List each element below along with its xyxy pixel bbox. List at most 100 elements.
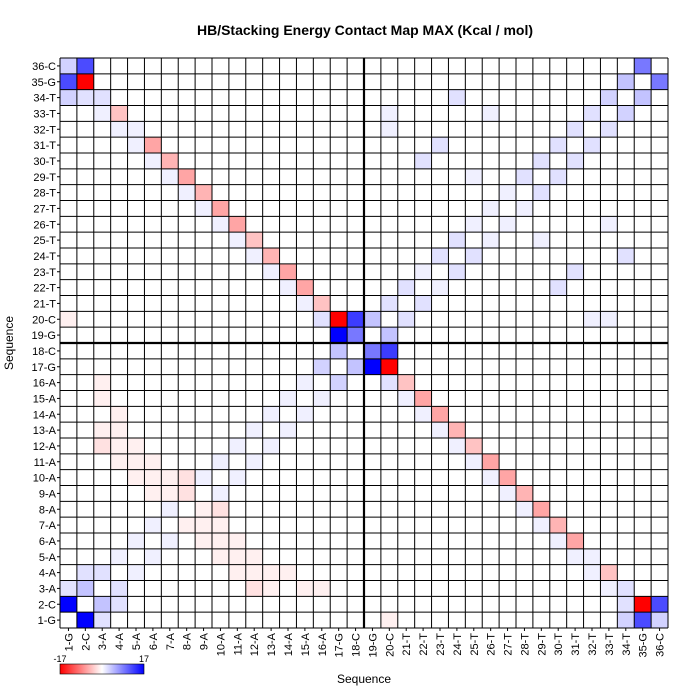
heatmap-cell [364,358,381,375]
x-tick-label: 32-T [587,633,599,656]
heatmap-cell [330,485,348,502]
heatmap-cell [296,580,314,597]
heatmap-cell [482,358,500,375]
heatmap-cell [212,438,229,454]
x-tick-label: 19-G [367,633,379,657]
heatmap-cell [583,564,601,581]
heatmap-cell [617,564,635,581]
heatmap-cell [499,612,516,628]
heatmap-cell [634,580,652,597]
heatmap-cell [397,137,415,153]
heatmap-cell [465,517,483,533]
heatmap-cell [397,580,415,597]
y-tick-label: 6-A [39,536,57,548]
heatmap-cell [228,438,246,454]
heatmap-cell [380,580,398,597]
heatmap-cell [482,485,500,502]
heatmap-cell [127,137,145,153]
x-tick-label: 7-A [165,632,177,650]
heatmap-cell [262,263,280,280]
heatmap-cell [583,263,601,280]
heatmap-cell [566,295,584,312]
heatmap-cell [330,89,348,106]
heatmap-cell [245,263,263,280]
heatmap-cell [212,358,229,375]
heatmap-cell [262,596,280,613]
x-tick-label: 28-T [519,633,531,656]
heatmap-cell [566,73,584,90]
heatmap-cell [144,469,162,486]
x-tick-label: 18-C [351,633,363,657]
colorbar-max-label: 17 [139,654,149,664]
heatmap-cell [600,612,618,628]
heatmap-cell [245,533,263,549]
heatmap-cell [76,580,94,597]
heatmap-cell [347,469,364,486]
heatmap-cell [212,295,229,312]
chart-title: HB/Stacking Energy Contact Map MAX (Kcal… [197,22,533,38]
heatmap-cell [228,327,246,343]
heatmap-cell [482,469,500,486]
heatmap-cell [600,438,618,454]
heatmap-cell [465,564,483,581]
heatmap-cell [296,485,314,502]
heatmap-cell [431,517,449,533]
heatmap-cell [347,295,364,312]
heatmap-cell [397,343,415,359]
heatmap-cell [566,153,584,169]
heatmap-cell [364,422,381,438]
heatmap-cell [380,374,398,391]
heatmap-cell [110,105,128,122]
heatmap-cell [566,168,584,185]
heatmap-cell [110,374,128,391]
heatmap-cell [262,105,280,122]
heatmap-cell [228,453,246,470]
heatmap-cell [583,232,601,248]
heatmap-cell [296,137,314,153]
heatmap-cell [279,374,297,391]
y-tick-label: 16-A [33,378,57,390]
heatmap-cell [549,517,567,533]
heatmap-cell [364,327,381,343]
heatmap-cell [566,105,584,122]
heatmap-cell [93,232,111,248]
heatmap-cell [566,343,584,359]
heatmap-cell [195,200,212,217]
heatmap-cell [144,358,162,375]
heatmap-cell [499,343,516,359]
heatmap-cell [583,438,601,454]
heatmap-cell [262,89,280,106]
heatmap-cell [465,58,483,74]
heatmap-cell [279,295,297,312]
heatmap-cell [76,73,94,90]
heatmap-cell [634,121,652,138]
y-tick-label: 2-C [38,599,56,611]
heatmap-cell [566,327,584,343]
heatmap-cell [296,200,314,217]
heatmap-cell [347,612,364,628]
heatmap-cell [431,295,449,312]
heatmap-cell [245,121,263,138]
heatmap-cell [617,73,635,90]
heatmap-cell [465,137,483,153]
heatmap-cell [60,295,77,312]
heatmap-cell [549,58,567,74]
heatmap-cell [330,295,348,312]
heatmap-cell [380,453,398,470]
heatmap-cell [110,248,128,264]
heatmap-cell [431,533,449,549]
heatmap-cell [144,612,162,628]
heatmap-cell [431,406,449,423]
heatmap-cell [380,263,398,280]
heatmap-cell [330,580,348,597]
heatmap-cell [634,216,652,233]
heatmap-cell [60,580,77,597]
heatmap-cell [448,358,466,375]
heatmap-cell [583,121,601,138]
x-tick-label: 34-T [621,633,633,656]
heatmap-cell [465,168,483,185]
heatmap-cell [600,453,618,470]
heatmap-cell [245,105,263,122]
heatmap-cell [93,263,111,280]
heatmap-cell [414,374,432,391]
